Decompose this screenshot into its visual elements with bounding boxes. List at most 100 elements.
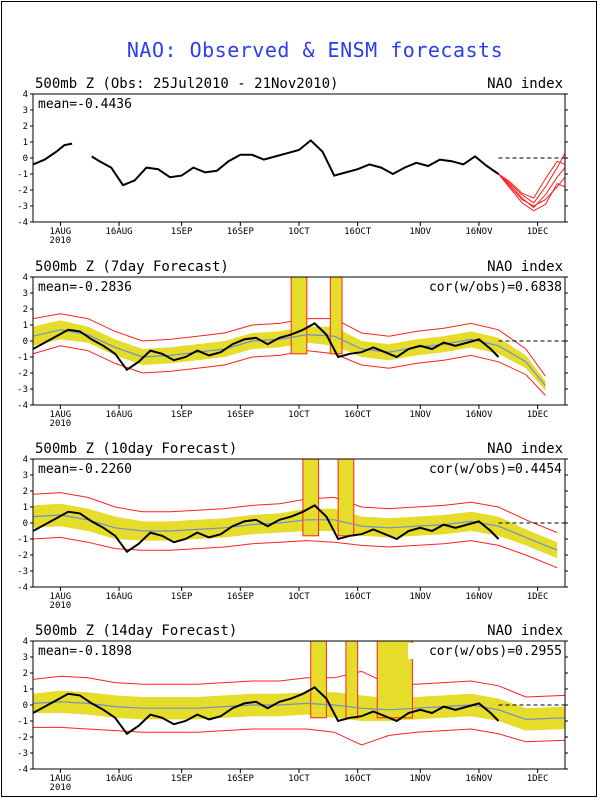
x-tick-label: 1OCT	[288, 774, 310, 784]
x-tick-label: 16AUG	[106, 592, 133, 602]
y-tick-label: 0	[23, 154, 28, 164]
x-tick-label: 16NOV	[465, 774, 493, 784]
off-scale-spike-1	[302, 459, 320, 537]
y-tick-label: 1	[23, 138, 28, 148]
y-tick-label: -3	[17, 385, 28, 395]
x-year-label: 2010	[50, 236, 72, 246]
y-tick-label: -1	[17, 170, 28, 180]
y-tick-label: 2	[23, 487, 28, 497]
correlation-label: cor(w/obs)=0.6838	[429, 280, 562, 295]
y-tick-label: 3	[23, 289, 28, 299]
y-tick-label: 1	[23, 503, 28, 513]
x-tick-label: 16NOV	[465, 592, 493, 602]
envelope-lower-line	[33, 345, 546, 396]
y-tick-label: 3	[23, 106, 28, 116]
x-tick-label: 16NOV	[465, 410, 493, 420]
x-year-label: 2010	[50, 419, 72, 429]
mean-label: mean=-0.2836	[38, 280, 132, 295]
plot-area	[33, 139, 565, 212]
y-tick-label: 1	[23, 685, 28, 695]
spread-band	[33, 503, 558, 559]
x-year-label: 2010	[50, 601, 72, 611]
x-tick-label: 16OCT	[344, 227, 372, 237]
panel-title: 500mb Z (14day Forecast)	[35, 623, 237, 639]
envelope-lower-line	[33, 536, 558, 569]
x-year-label: 2010	[50, 783, 72, 793]
ensemble-member-5	[498, 173, 565, 212]
x-tick-label: 1AUG	[50, 227, 72, 237]
correlation-label-box	[408, 643, 562, 659]
envelope-lower-line	[33, 726, 565, 746]
mean-label-box	[36, 643, 154, 659]
observed-line-segment-1	[33, 322, 500, 372]
mean-label-box	[36, 279, 154, 295]
plot-area	[33, 277, 565, 396]
correlation-label: cor(w/obs)=0.2955	[429, 644, 562, 659]
y-tick-label: -4	[17, 583, 28, 593]
x-tick-label: 1AUG	[50, 774, 72, 784]
x-tick-label: 16OCT	[344, 774, 372, 784]
x-tick-label: 16SEP	[227, 774, 255, 784]
ensemble-member-2	[498, 167, 565, 209]
x-tick-label: 1SEP	[171, 227, 193, 237]
observed-line-segment-1	[33, 686, 500, 736]
observed-line-segment-2	[91, 139, 500, 187]
ensemble-member-4	[498, 160, 565, 199]
y-tick-label: 3	[23, 653, 28, 663]
panel-4: 4 3 2 1 0 -1 -2 -3 -4 1AUG 16AUG 1SEP 16SEP 1OCT 16OCT…	[17, 623, 568, 793]
correlation-label-box	[408, 279, 562, 295]
correlation-label: cor(w/obs)=0.4454	[429, 462, 562, 477]
y-tick-label: -3	[17, 202, 28, 212]
correlation-label-box	[408, 461, 562, 477]
y-tick-label: 2	[23, 669, 28, 679]
x-tick-label: 16OCT	[344, 592, 372, 602]
y-tick-label: -4	[17, 218, 28, 228]
x-tick-label: 1SEP	[171, 410, 193, 420]
spread-band	[33, 690, 565, 731]
ensemble-member-3	[498, 173, 565, 207]
y-tick-label: -3	[17, 749, 28, 759]
x-tick-label: 1AUG	[50, 410, 72, 420]
ensemble-mean-line	[33, 329, 546, 387]
y-tick-label: 2	[23, 305, 28, 315]
off-scale-spike-2	[329, 277, 343, 355]
y-tick-label: -3	[17, 567, 28, 577]
plot-area	[33, 459, 565, 569]
x-tick-label: 1OCT	[288, 592, 310, 602]
panel-index-label: NAO index	[487, 76, 563, 92]
y-tick-label: -1	[17, 353, 28, 363]
panel-title: 500mb Z (7day Forecast)	[35, 259, 229, 275]
x-tick-label: 16OCT	[344, 410, 372, 420]
x-tick-label: 16NOV	[465, 227, 493, 237]
mean-label-box	[36, 96, 154, 112]
x-tick-label: 16AUG	[106, 774, 133, 784]
panel-title: 500mb Z (Obs: 25Jul2010 - 21Nov2010)	[35, 76, 338, 92]
x-tick-label: 1NOV	[409, 227, 431, 237]
y-tick-label: -2	[17, 369, 28, 379]
x-tick-label: 1SEP	[171, 592, 193, 602]
panel-index-label: NAO index	[487, 441, 563, 457]
observed-line-segment-1	[33, 504, 500, 554]
envelope-upper-line	[33, 670, 565, 698]
x-tick-label: 1DEC	[527, 227, 549, 237]
ensemble-mean-line	[33, 514, 558, 551]
y-tick-label: 0	[23, 519, 28, 529]
observed-line-segment-1	[33, 142, 73, 166]
x-tick-label: 16AUG	[106, 410, 133, 420]
panel-3: 4 3 2 1 0 -1 -2 -3 -4 1AUG 16AUG 1SEP 16SEP 1OCT 16OCT…	[17, 441, 568, 611]
mean-label: mean=-0.2260	[38, 462, 132, 477]
x-tick-label: 1DEC	[527, 410, 549, 420]
y-tick-label: 4	[23, 273, 28, 283]
y-tick-label: -1	[17, 535, 28, 545]
mean-label: mean=-0.4436	[38, 97, 132, 112]
y-tick-label: 0	[23, 337, 28, 347]
y-tick-label: 1	[23, 321, 28, 331]
panel-title: 500mb Z (10day Forecast)	[35, 441, 237, 457]
panel-index-label: NAO index	[487, 623, 563, 639]
y-tick-label: -4	[17, 401, 28, 411]
page-title: NAO: Observed & ENSM forecasts	[126, 38, 504, 62]
x-tick-label: 1DEC	[527, 592, 549, 602]
y-tick-label: -2	[17, 733, 28, 743]
